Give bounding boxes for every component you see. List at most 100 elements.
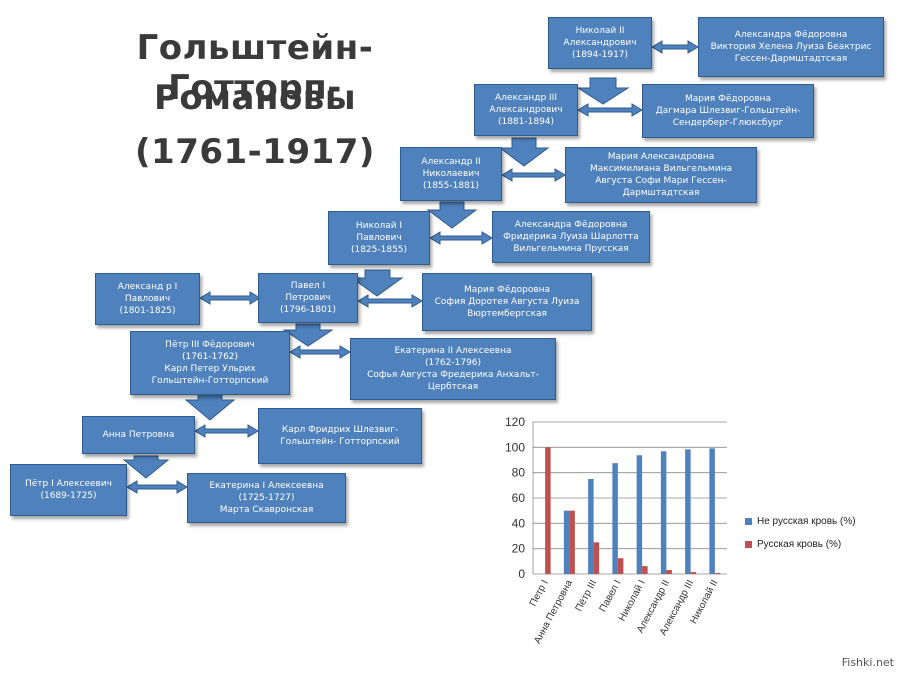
box-nikolai-i: Николай I Павлович (1825-1855) — [328, 211, 430, 265]
box-line: Александрович — [489, 105, 563, 115]
y-tick-label: 60 — [512, 491, 526, 505]
box-alexandra-fedorovna-hesse: Александра Фёдоровна Виктория Хелена Луиз… — [698, 17, 884, 77]
spouse-arrow-alexandr2 — [501, 168, 566, 182]
y-tick-label: 20 — [512, 542, 526, 556]
box-maria-fedorovna-dagmar: Мария Фёдоровна Дагмара Шлезвиг-Гольштейн… — [642, 84, 814, 138]
box-line: Александ р I — [117, 282, 178, 292]
box-line: Мария Фёдоровна — [463, 285, 551, 295]
box-line: Софья Августа Фредерика Анхальт- — [367, 370, 539, 380]
box-line: Александр III — [495, 93, 557, 103]
descent-arrow-to-nikolai1 — [426, 201, 478, 229]
box-line: Вильгельмина Прусская — [513, 244, 629, 254]
box-line: Гессен-Дармштадтская — [734, 54, 848, 64]
title-line-1: Гольштейн-Готторп- — [136, 28, 374, 108]
box-line: Анна Петровна — [102, 430, 175, 440]
box-line: Пётр III Фёдорович — [165, 340, 255, 350]
spouse-arrow-pavel1 — [357, 294, 423, 308]
legend-label-russian: Русская кровь (%) — [757, 539, 842, 550]
x-tick-label: Петр I — [528, 578, 551, 608]
descent-arrow-to-alexandr3 — [576, 77, 630, 105]
box-line: (1801-1825) — [119, 306, 176, 316]
box-line: Максимилиана Вильгельмина — [590, 164, 732, 174]
box-line: Карл Петер Ульрих — [164, 364, 256, 374]
box-line: Николай II — [575, 26, 625, 36]
title-line-2: Романовы — [153, 78, 357, 118]
box-nikolai-ii: Николай II Александрович (1894-1917) — [548, 17, 652, 69]
box-alexandra-fedorovna-prussia: Александра Фёдоровна Фридерика Луиза Шарл… — [492, 211, 650, 263]
box-line: Александр II — [421, 157, 481, 167]
y-tick-label: 100 — [505, 440, 525, 454]
box-ekaterina-ii: Екатерина II Алексеевна (1762-1796) Софья … — [350, 338, 556, 400]
bar-non-russian — [660, 451, 667, 574]
box-line: (1689-1725) — [40, 491, 97, 501]
box-line: Мария Александровна — [607, 152, 715, 162]
box-line: Фридерика Луиза Шарлотта — [503, 232, 639, 242]
y-tick-label: 40 — [512, 516, 526, 530]
spouse-arrow-nikolai2 — [651, 40, 699, 54]
descent-arrow-to-pavel-line — [350, 269, 404, 297]
box-anna-petrovna: Анна Петровна — [82, 416, 195, 454]
box-line: Виктория Хелена Луиза Беактрис — [710, 42, 872, 52]
box-line: Вюртембергская — [467, 309, 547, 319]
box-line: Гольштейн-Готторпский — [151, 376, 269, 386]
box-line: Николай I — [355, 221, 403, 231]
box-line: Петрович — [285, 293, 331, 303]
bar-non-russian — [588, 479, 594, 574]
descent-arrow-to-alexandr2 — [498, 137, 550, 167]
box-karl-friedrich: Карл Фридрих Шлезвиг- Гольштейн- Готторпс… — [258, 408, 422, 464]
box-line: (1855-1881) — [422, 181, 480, 191]
bar-russian — [666, 570, 672, 574]
bar-non-russian — [563, 510, 570, 574]
spouse-arrow-petr1 — [126, 480, 188, 494]
box-line: Гольштейн- Готторпский — [280, 437, 400, 447]
box-line: (1796-1801) — [279, 305, 337, 315]
box-line: Николаевич — [422, 169, 480, 179]
box-line: Дагмара Шлезвиг-Гольштейн- — [655, 106, 801, 116]
bar-non-russian — [612, 463, 618, 574]
descent-arrow-to-petr3 — [184, 393, 236, 421]
legend-item-russian: Русская кровь (%) — [745, 539, 841, 550]
box-line: Павел I — [290, 281, 326, 291]
descent-arrow-to-pavel1 — [282, 323, 334, 347]
box-ekaterina-i: Екатерина I Алексеевна (1725-1727) Марта С… — [187, 473, 346, 523]
box-line: Александра Фёдоровна — [734, 30, 848, 40]
bar-russian — [690, 572, 697, 574]
box-maria-fedorovna-wurttemberg: Мария Фёдоровна София Доротея Августа Луи… — [422, 273, 592, 331]
bar-russian — [642, 566, 648, 574]
y-tick-label: 0 — [518, 567, 525, 581]
spouse-arrow-anna — [194, 424, 259, 438]
sibling-arrow-alexandr1-pavel1 — [199, 291, 261, 305]
box-alexandr-i: Александ р I Павлович (1801-1825) — [95, 273, 200, 325]
box-line: (1761-1762) — [181, 352, 239, 362]
box-line: Екатерина II Алексеевна — [394, 346, 512, 356]
box-line: Августа Софи Мари Гессен- — [595, 176, 727, 186]
box-petr-iii: Пётр III Фёдорович (1761-1762) Карл Петер … — [130, 331, 290, 395]
spouse-arrow-nikolai1 — [429, 231, 493, 245]
box-maria-alexandrovna: Мария Александровна Максимилиана Вильгель… — [565, 147, 757, 203]
spouse-arrow-petr3 — [289, 345, 351, 359]
bar-russian — [569, 510, 575, 574]
descent-arrow-to-anna — [122, 455, 170, 479]
box-line: (1762-1796) — [424, 358, 482, 368]
box-line: Сендерберг-Глюксбург — [672, 118, 784, 128]
x-tick-label: Пётр III — [574, 578, 600, 613]
legend-label-non-russian: Не русская кровь (%) — [757, 516, 856, 527]
box-line: София Доротея Августа Луиза — [434, 297, 580, 307]
box-line: Дармштадтская — [622, 188, 700, 198]
box-line: Марта Скавронская — [219, 505, 314, 515]
box-line: Павлович — [356, 233, 402, 243]
box-line: (1881-1894) — [497, 117, 555, 127]
legend-swatch-russian — [745, 541, 752, 548]
box-petr-i: Пётр I Алексеевич (1689-1725) — [10, 464, 127, 516]
box-line: Павлович — [124, 294, 171, 304]
title-line-3: (1761-1917) — [135, 132, 375, 172]
bar-non-russian — [709, 448, 715, 574]
bar-russian — [617, 558, 624, 574]
box-line: Пётр I Алексеевич — [24, 479, 112, 489]
bar-russian — [714, 573, 721, 574]
box-line: (1894-1917) — [571, 50, 629, 60]
box-line: Екатерина I Алексеевна — [209, 481, 324, 491]
box-pavel-i: Павел I Петрович (1796-1801) — [258, 273, 358, 323]
